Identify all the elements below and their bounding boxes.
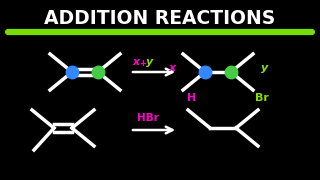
Text: H: H — [188, 93, 196, 103]
Text: +: + — [140, 60, 147, 69]
Text: ADDITION REACTIONS: ADDITION REACTIONS — [44, 8, 276, 28]
Text: HBr: HBr — [137, 113, 159, 123]
Text: y: y — [146, 57, 154, 67]
Text: x: x — [168, 63, 176, 73]
Text: y: y — [261, 63, 268, 73]
Text: Br: Br — [255, 93, 269, 103]
Text: x: x — [132, 57, 140, 67]
